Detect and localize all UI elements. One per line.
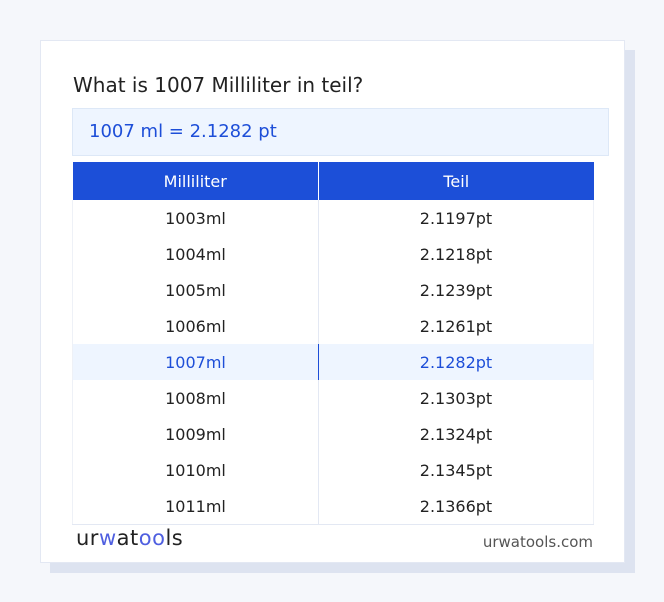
table-row: 1009ml 2.1324pt [72,416,594,452]
milliliter-cell: 1004ml [72,236,319,272]
milliliter-cell: 1007ml [72,344,319,380]
table-row: 1008ml 2.1303pt [72,380,594,416]
milliliter-cell: 1008ml [72,380,319,416]
milliliter-cell: 1005ml [72,272,319,308]
teil-cell: 2.1303pt [419,388,493,408]
milliliter-cell: 1010ml [72,452,319,488]
teil-cell: 2.1345pt [419,460,493,480]
milliliter-cell: 1009ml [72,416,319,452]
milliliter-cell: 1006ml [72,308,319,344]
table-row: 1003ml 2.1197pt [72,200,594,236]
table-row: 1005ml 2.1239pt [72,272,594,308]
milliliter-cell: 1011ml [72,488,319,525]
milliliter-cell: 1003ml [72,200,319,236]
result-box: 1007 ml = 2.1282 pt [72,108,609,156]
teil-cell: 2.1324pt [419,424,493,444]
site-link[interactable]: urwatools.com [482,533,593,551]
conversion-table: Milliliter Teil 1003ml 2.1197pt 1004ml 2.12… [72,162,594,525]
page-title: What is 1007 Milliliter in teil? [73,73,364,97]
column-header-milliliter: Milliliter [72,162,319,200]
table-row: 1011ml 2.1366pt [72,488,594,525]
table-row: 1010ml 2.1345pt [72,452,594,488]
table-row: 1006ml 2.1261pt [72,308,594,344]
urwatools-logo[interactable]: urwatools [76,526,184,550]
teil-cell: 2.1366pt [318,488,594,525]
teil-cell: 2.1197pt [419,208,493,228]
teil-cell: 2.1261pt [419,316,493,336]
table-row: 1004ml 2.1218pt [72,236,594,272]
converter-card: What is 1007 Milliliter in teil? 1007 ml… [40,40,625,563]
teil-cell: 2.1218pt [419,244,493,264]
table-row: 1007ml 2.1282pt [72,344,594,380]
column-header-teil: Teil [318,162,594,200]
teil-cell: 2.1239pt [419,280,493,300]
teil-cell: 2.1282pt [318,344,594,380]
